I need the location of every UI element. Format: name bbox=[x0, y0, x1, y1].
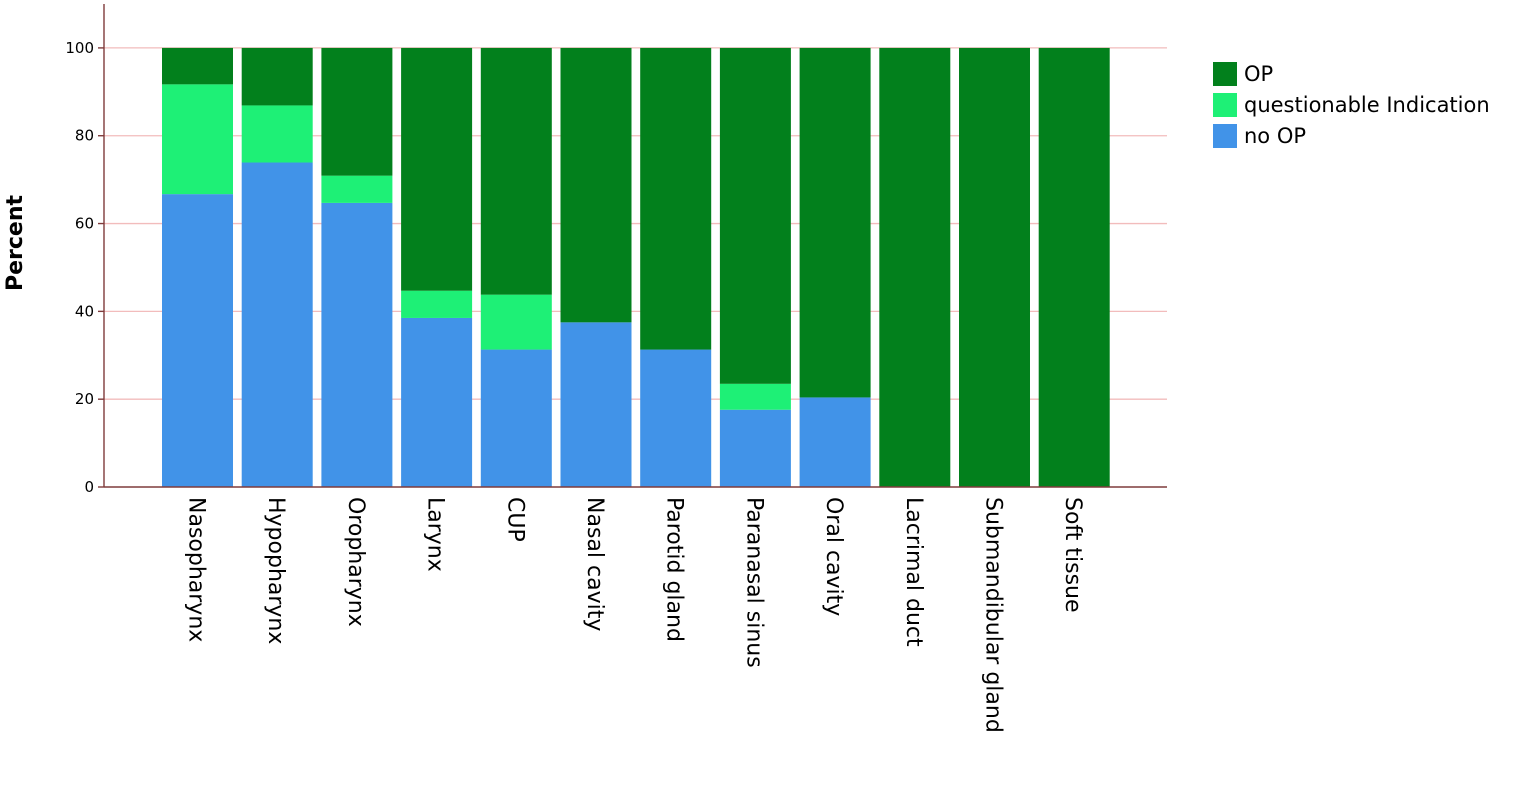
y-axis-label: Percent bbox=[3, 195, 28, 292]
legend-label: no OP bbox=[1244, 124, 1306, 148]
legend-swatch bbox=[1213, 124, 1237, 148]
x-tick-label: Lacrimal duct bbox=[901, 497, 926, 647]
bar-segment bbox=[480, 47, 552, 295]
bar-segment bbox=[321, 175, 393, 203]
legend: OP questionable Indication no OP bbox=[1213, 62, 1490, 148]
bar-segment bbox=[241, 47, 313, 106]
bar-segment bbox=[799, 397, 871, 487]
y-tick-label: 60 bbox=[75, 215, 94, 233]
bar-segment bbox=[321, 47, 393, 176]
bar-segment bbox=[401, 317, 473, 487]
bar-segment bbox=[321, 202, 393, 487]
x-tick-labels: Nasopharynx Hypopharynx Oropharynx Larynx CU… bbox=[184, 497, 1086, 733]
x-tick-label: Oral cavity bbox=[821, 497, 846, 616]
y-tick-label: 40 bbox=[75, 302, 94, 320]
legend-swatch bbox=[1213, 62, 1237, 86]
x-tick-label: Larynx bbox=[423, 497, 448, 572]
x-tick-label: Soft tissue bbox=[1060, 497, 1085, 613]
bar-segment bbox=[799, 47, 871, 398]
legend-label: OP bbox=[1244, 62, 1273, 86]
bar-segment bbox=[719, 47, 791, 384]
bar-segment bbox=[560, 47, 632, 323]
x-tick-label: CUP bbox=[502, 497, 527, 542]
axes bbox=[98, 4, 1167, 488]
x-tick-label: Oropharynx bbox=[343, 497, 368, 627]
bar-segment bbox=[401, 290, 473, 318]
legend-swatch bbox=[1213, 93, 1237, 117]
legend-label: questionable Indication bbox=[1244, 93, 1490, 117]
bar-segment bbox=[1038, 47, 1110, 488]
y-tick-label: 20 bbox=[75, 390, 94, 408]
bar-segment bbox=[719, 409, 791, 487]
bar-segment bbox=[162, 47, 233, 85]
bar-segment bbox=[162, 84, 233, 195]
x-tick-label: Nasal cavity bbox=[582, 497, 607, 631]
bar-segment bbox=[719, 383, 791, 410]
x-tick-label: Parotid gland bbox=[662, 497, 687, 642]
x-tick-label: Nasopharynx bbox=[184, 497, 209, 642]
y-tick-label: 100 bbox=[65, 39, 94, 57]
bar-segment bbox=[162, 194, 233, 488]
bar-segment bbox=[480, 294, 552, 350]
bar-segment bbox=[959, 47, 1030, 488]
y-tick-label: 0 bbox=[84, 478, 94, 496]
bar-segment bbox=[401, 47, 473, 291]
x-tick-label: Submandibular gland bbox=[981, 497, 1006, 733]
bar-segment bbox=[879, 47, 951, 488]
bar-segment bbox=[640, 349, 712, 487]
x-tick-label: Paranasal sinus bbox=[741, 497, 766, 668]
bar-segment bbox=[241, 162, 313, 487]
bar-segment bbox=[480, 349, 552, 487]
y-tick-label: 80 bbox=[75, 127, 94, 145]
y-tick-labels: 0 20 40 60 80 100 bbox=[65, 39, 94, 496]
bar-segment bbox=[640, 47, 712, 350]
bar-segment bbox=[560, 322, 632, 487]
x-tick-label: Hypopharynx bbox=[263, 497, 288, 644]
bars bbox=[162, 47, 1110, 488]
bar-segment bbox=[241, 105, 313, 163]
